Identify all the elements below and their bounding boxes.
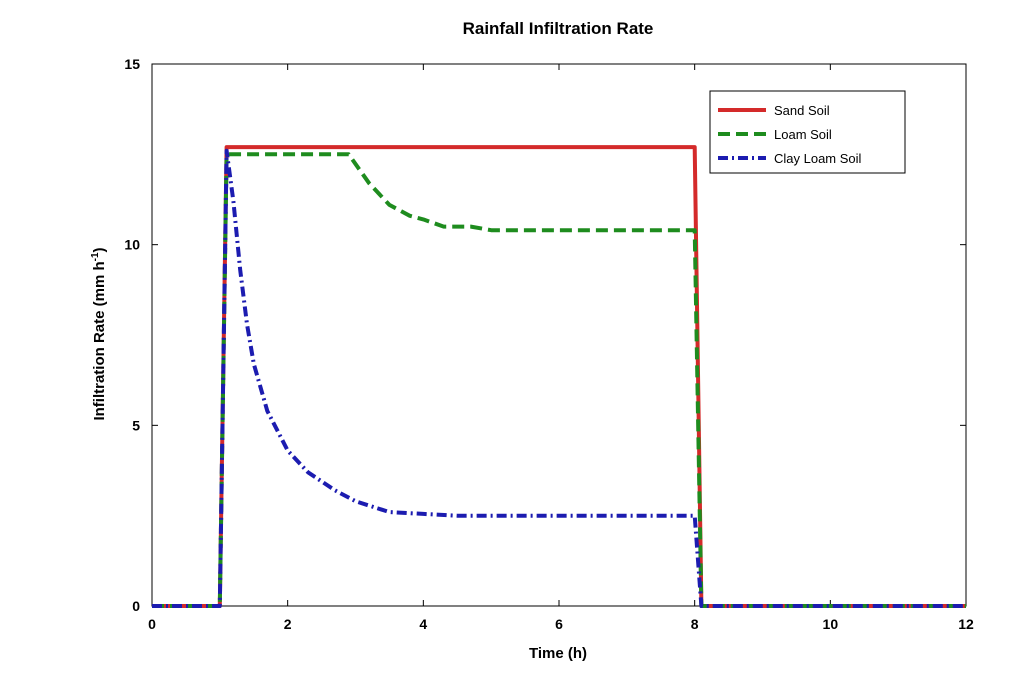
y-tick-label: 0 [132, 598, 140, 614]
x-tick-label: 4 [419, 616, 427, 632]
x-tick-label: 8 [691, 616, 699, 632]
y-tick-label: 15 [124, 56, 140, 72]
x-axis-title: Time (h) [529, 645, 587, 662]
series-line-loam-soil [152, 152, 966, 608]
y-axis-title-end: ) [91, 247, 108, 252]
legend-label: Loam Soil [774, 127, 832, 142]
legend: Sand Soil Loam Soil Clay Loam Soil [709, 90, 906, 174]
y-tick-label: 10 [124, 237, 140, 253]
axis-ticks: 0 2 4 6 8 10 12 0 5 10 15 [124, 56, 974, 632]
y-axis-title-superscript: -1 [90, 252, 101, 261]
legend-label: Clay Loam Soil [774, 151, 862, 166]
x-tick-label: 12 [958, 616, 974, 632]
legend-label: Sand Soil [774, 103, 830, 118]
chart-title: Rainfall Infiltration Rate [463, 19, 654, 38]
x-tick-label: 10 [823, 616, 839, 632]
x-tick-label: 6 [555, 616, 563, 632]
y-axis-title-main: Infiltration Rate (mm h [91, 261, 108, 420]
series-lines [152, 145, 966, 608]
x-tick-label: 0 [148, 616, 156, 632]
y-tick-label: 5 [132, 417, 140, 433]
y-axis-title: Infiltration Rate (mm h-1) [90, 247, 108, 420]
x-tick-label: 2 [284, 616, 292, 632]
series-line-clay-loam-soil [152, 148, 966, 608]
